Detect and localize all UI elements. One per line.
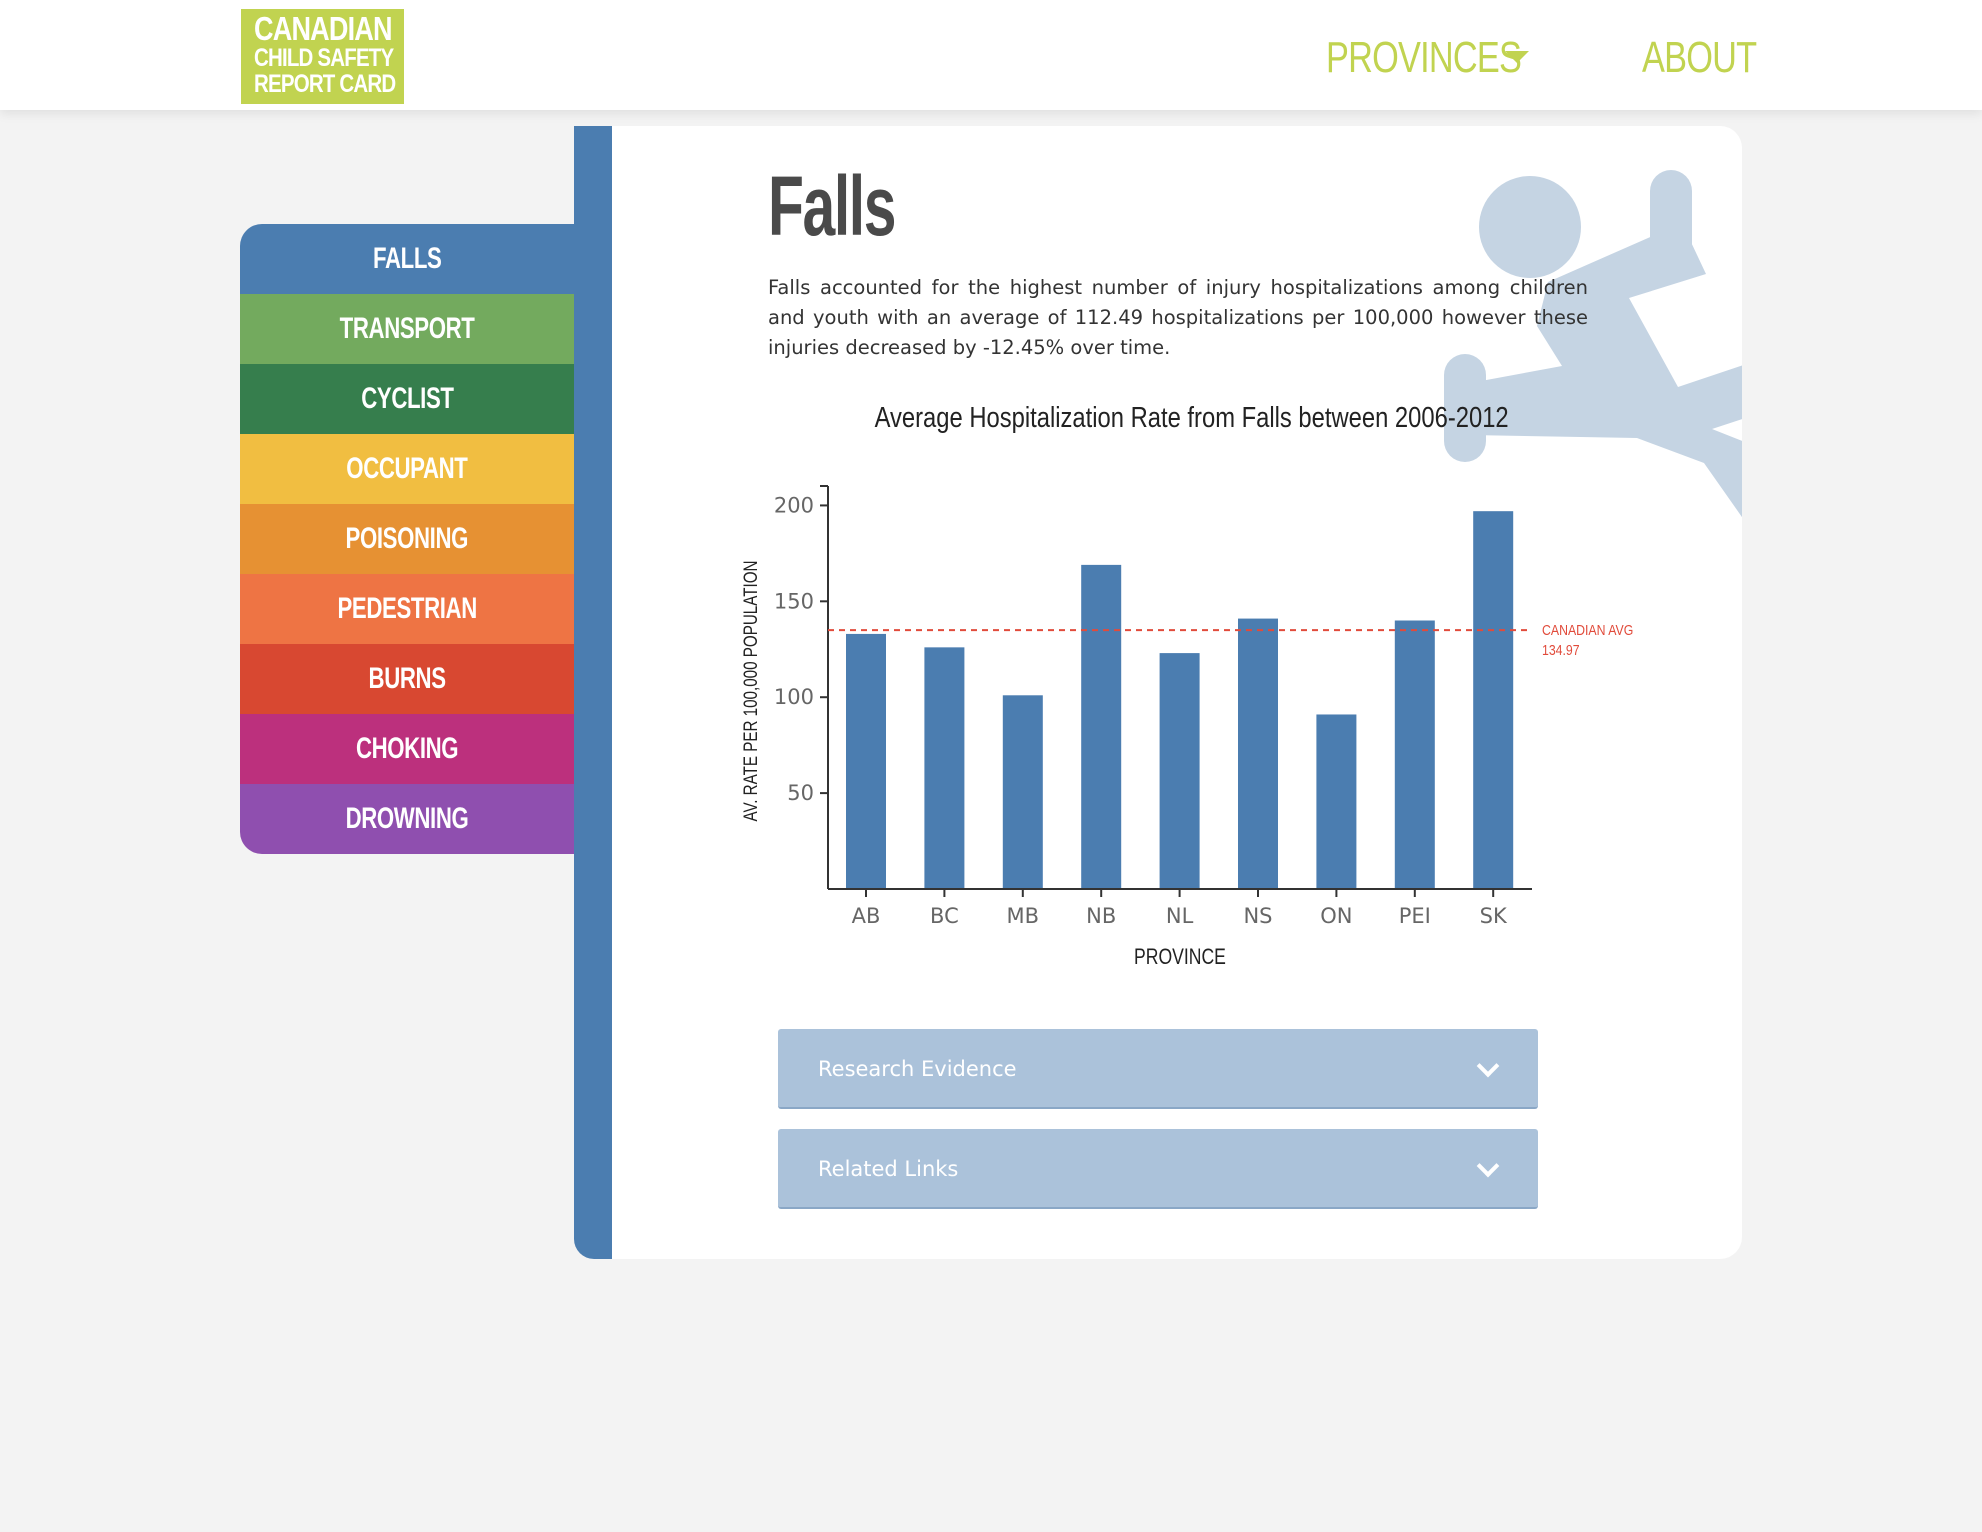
- x-tick-label: MB: [1007, 904, 1040, 928]
- nav-about[interactable]: ABOUT: [1642, 33, 1757, 82]
- bar-bc: [924, 647, 965, 889]
- caret-down-icon[interactable]: [1505, 51, 1529, 63]
- y-tick-label: 100: [774, 685, 814, 709]
- sidebar-item-poisoning[interactable]: POISONING: [240, 504, 574, 574]
- y-tick-label: 50: [787, 781, 814, 805]
- category-sidebar: FALLS TRANSPORT CYCLIST OCCUPANT POISONI…: [240, 224, 574, 854]
- x-tick-label: NS: [1243, 904, 1272, 928]
- logo-line-3: REPORT CARD: [254, 70, 396, 98]
- sidebar-item-burns[interactable]: BURNS: [240, 644, 574, 714]
- sidebar-item-pedestrian[interactable]: PEDESTRIAN: [240, 574, 574, 644]
- bar-on: [1316, 714, 1357, 889]
- nav-provinces[interactable]: PROVINCES: [1326, 33, 1522, 82]
- research-evidence-accordion[interactable]: Research Evidence: [778, 1029, 1538, 1109]
- logo-line-1: CANADIAN: [254, 10, 393, 47]
- sidebar-item-falls[interactable]: FALLS: [240, 224, 574, 294]
- y-tick-label: 200: [774, 493, 814, 517]
- site-logo[interactable]: CANADIAN CHILD SAFETY REPORT CARD: [241, 9, 404, 104]
- falling-child-icon: [1444, 170, 1742, 518]
- bar-ab: [846, 633, 886, 889]
- chart-title: Average Hospitalization Rate from Falls …: [874, 402, 1510, 434]
- y-axis-title: AV. RATE PER 100,000 POPULATION: [739, 560, 761, 821]
- sidebar-item-occupant[interactable]: OCCUPANT: [240, 434, 574, 504]
- x-tick-label: AB: [852, 904, 881, 928]
- logo-line-2: CHILD SAFETY: [254, 44, 394, 72]
- bar-pei: [1394, 620, 1435, 889]
- bar-sk: [1473, 511, 1514, 889]
- chevron-down-icon: [1476, 1054, 1500, 1078]
- intro-paragraph: Falls accounted for the highest number o…: [768, 276, 1588, 359]
- falls-bar-chart: 50 100 150 200 AB BC MB NB NL NS ON PEI SK PROVINCE AV…: [739, 485, 1633, 970]
- sidebar-item-transport[interactable]: TRANSPORT: [240, 294, 574, 364]
- x-tick-label: SK: [1480, 904, 1508, 928]
- chevron-down-icon: [1476, 1154, 1500, 1178]
- bar-nl: [1159, 653, 1200, 889]
- x-tick-label: BC: [930, 904, 959, 928]
- sidebar-item-drowning[interactable]: DROWNING: [240, 784, 574, 854]
- bar-ns: [1238, 618, 1278, 889]
- accordion-label: Related Links: [818, 1157, 959, 1181]
- related-links-accordion[interactable]: Related Links: [778, 1129, 1538, 1209]
- y-tick-label: 150: [774, 589, 814, 613]
- x-tick-label: PEI: [1399, 904, 1431, 928]
- sidebar-item-cyclist[interactable]: CYCLIST: [240, 364, 574, 434]
- sidebar-item-choking[interactable]: CHOKING: [240, 714, 574, 784]
- x-tick-label: ON: [1320, 904, 1352, 928]
- x-axis-title: PROVINCE: [1134, 945, 1226, 969]
- canadian-average-label: CANADIAN AVG: [1542, 622, 1633, 638]
- bar-nb: [1081, 564, 1122, 889]
- canadian-average-value: 134.97: [1542, 642, 1580, 658]
- active-category-bar: [574, 126, 612, 1259]
- bar-mb: [1002, 695, 1043, 889]
- main-content: Falls Falls accounted for the highest nu…: [612, 126, 1742, 1259]
- page-title: Falls: [768, 159, 896, 253]
- accordion-label: Research Evidence: [818, 1057, 1017, 1081]
- x-tick-label: NL: [1166, 904, 1194, 928]
- x-tick-label: NB: [1086, 904, 1116, 928]
- site-header: CANADIAN CHILD SAFETY REPORT CARD PROVIN…: [0, 0, 1982, 110]
